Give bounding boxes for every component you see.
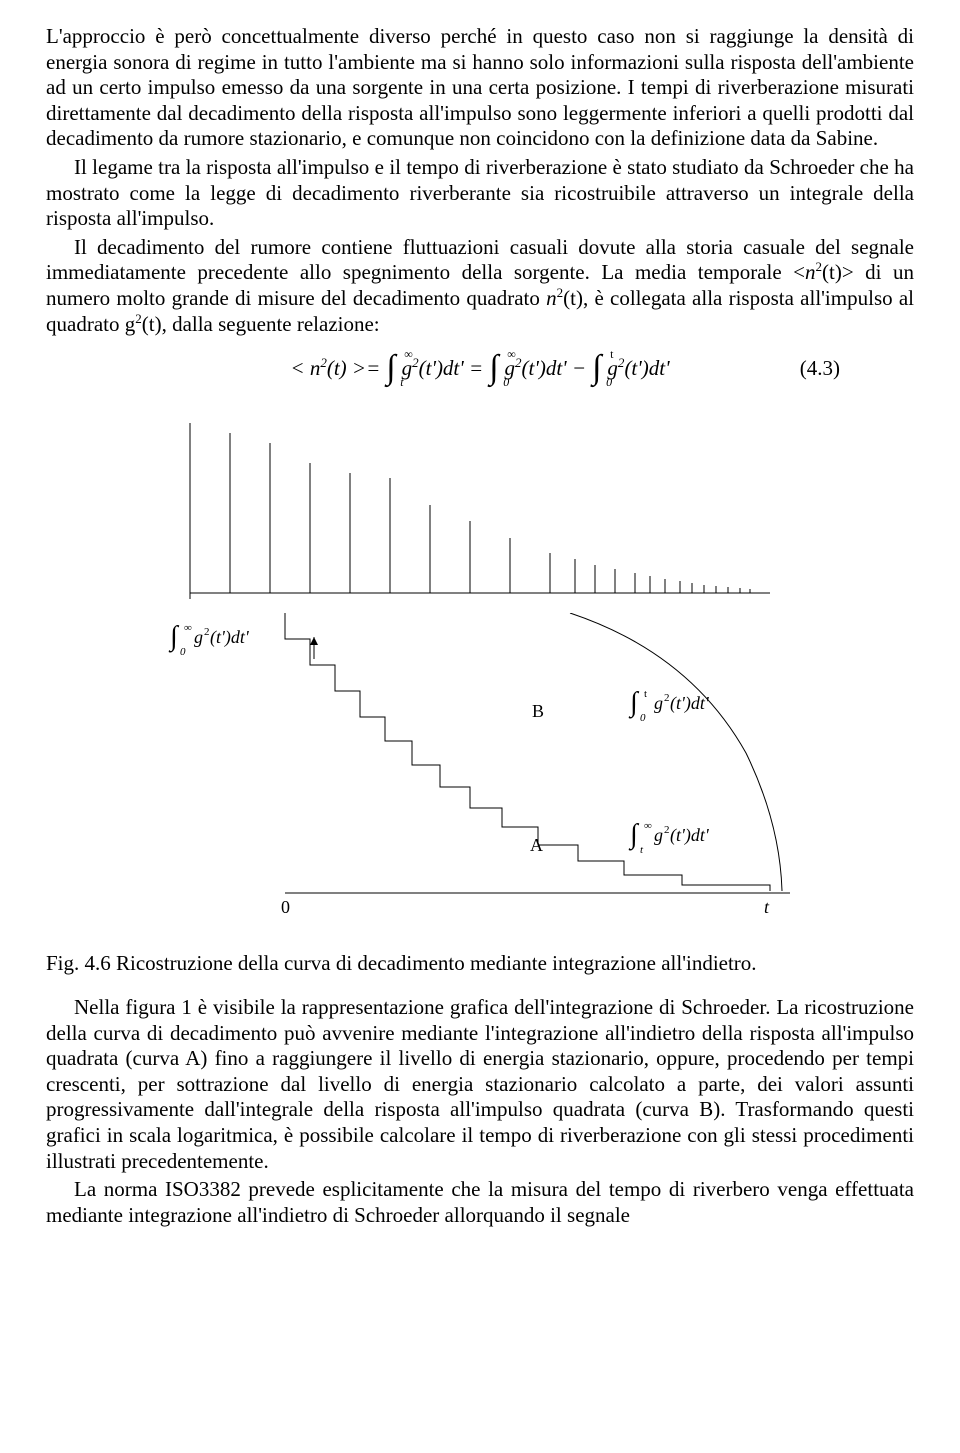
- eq-lhs: < n2(t) >=: [290, 356, 380, 382]
- integral-2: ∫∞0: [489, 351, 498, 385]
- svg-text:∫: ∫: [168, 621, 180, 653]
- svg-text:∞: ∞: [644, 820, 652, 832]
- svg-text:t: t: [764, 897, 770, 917]
- page: L'approccio è però concettualmente diver…: [0, 0, 960, 1453]
- eq-g2: g2(t')dt' −: [505, 356, 587, 382]
- svg-text:2: 2: [664, 824, 670, 836]
- impulse-response-chart: [130, 403, 830, 613]
- p3-d: (t), dalla seguente relazione:: [142, 312, 380, 336]
- p3-a: Il decadimento del rumore contiene flutt…: [46, 235, 914, 285]
- svg-text:∫: ∫: [628, 687, 640, 719]
- svg-text:2: 2: [664, 692, 670, 704]
- svg-text:(t')dt': (t')dt': [670, 825, 710, 846]
- svg-text:g: g: [654, 693, 663, 713]
- svg-text:t: t: [644, 688, 647, 700]
- equation-number: (4.3): [800, 356, 840, 382]
- integral-1: ∫∞t: [386, 351, 395, 385]
- paragraph-5: La norma ISO3382 prevede esplicitamente …: [46, 1177, 914, 1228]
- equation-4-3: < n2(t) >= ∫∞t g2(t')dt' = ∫∞0 g2(t')dt'…: [46, 351, 914, 385]
- svg-text:(t')dt': (t')dt': [210, 627, 250, 648]
- svg-text:g: g: [194, 627, 203, 647]
- figure-caption: Fig. 4.6 Ricostruzione della curva di de…: [46, 951, 914, 977]
- svg-text:(t')dt': (t')dt': [670, 693, 710, 714]
- eq-g3: g2(t')dt': [607, 356, 669, 382]
- decay-curve-chart: AB0t∫∞0g2(t')dt'∫t0g2(t')dt'∫∞tg2(t')dt': [130, 613, 830, 933]
- paragraph-4: Nella figura 1 è visibile la rappresenta…: [46, 995, 914, 1174]
- eq-g1: g2(t')dt' =: [402, 356, 484, 382]
- paragraph-2: Il legame tra la risposta all'impulso e …: [46, 155, 914, 232]
- svg-text:0: 0: [281, 897, 290, 917]
- svg-text:0: 0: [640, 712, 646, 724]
- svg-text:0: 0: [180, 646, 186, 658]
- svg-text:B: B: [532, 701, 544, 721]
- n-italic-2: n: [546, 286, 557, 310]
- paragraph-3: Il decadimento del rumore contiene flutt…: [46, 235, 914, 337]
- n-italic: n: [805, 260, 816, 284]
- svg-text:g: g: [654, 825, 663, 845]
- figure-4-6: AB0t∫∞0g2(t')dt'∫t0g2(t')dt'∫∞tg2(t')dt': [130, 403, 830, 933]
- svg-text:∞: ∞: [184, 622, 192, 634]
- paragraph-1: L'approccio è però concettualmente diver…: [46, 24, 914, 152]
- integral-3: ∫t0: [592, 351, 601, 385]
- svg-text:2: 2: [204, 626, 210, 638]
- svg-text:∫: ∫: [628, 819, 640, 851]
- svg-text:A: A: [530, 835, 543, 855]
- svg-text:t: t: [640, 844, 644, 856]
